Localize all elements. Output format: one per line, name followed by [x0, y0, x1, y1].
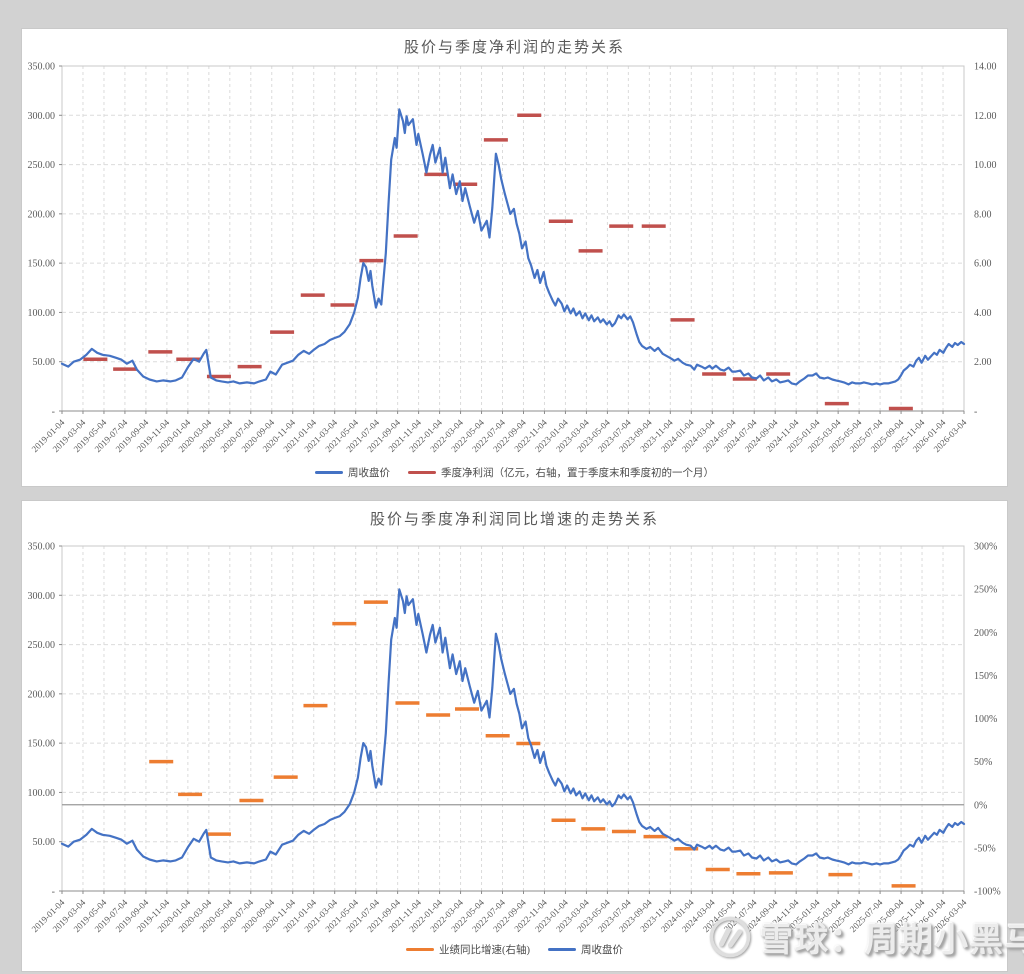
- y-tick-label-right: 10.00: [974, 160, 997, 171]
- y-tick-label-right: 100%: [974, 714, 997, 725]
- y-tick-label-right: 8.00: [974, 209, 992, 220]
- y-tick-label-right: 4.00: [974, 308, 992, 319]
- y-tick-label-right: 0%: [974, 800, 987, 811]
- price-profit-chart: 350.00 300.00 250.00 200.00 150.00 100.00 50.0…: [28, 62, 997, 455]
- y-tick-label-right: 12.00: [974, 111, 997, 122]
- y-tick-label-left: 300.00: [28, 591, 56, 602]
- y-tick-label-left: 100.00: [28, 788, 56, 799]
- y-tick-label-right: -: [974, 407, 977, 418]
- y-tick-label-right: 250%: [974, 585, 997, 596]
- y-tick-label-left: 250.00: [28, 160, 56, 171]
- y-tick-label-right: 150%: [974, 671, 997, 682]
- legend-item-price: 周收盘价: [548, 942, 623, 957]
- watermark-text: 雪球：周期小黑马: [760, 921, 1024, 958]
- legend: 周收盘价 季度净利润（亿元，右轴，置于季度末和季度初的一个月）: [22, 465, 1007, 480]
- y-tick-label-left: 50.00: [33, 357, 56, 368]
- legend-item-price: 周收盘价: [315, 465, 390, 480]
- legend: 业绩同比增速(右轴) 周收盘价: [22, 942, 1007, 957]
- y-tick-label-right: 300%: [974, 542, 997, 553]
- profit-line-swatch-icon: [408, 471, 436, 474]
- y-tick-label-left: 300.00: [28, 111, 56, 122]
- y-tick-label-left: 150.00: [28, 259, 56, 270]
- legend-label: 周收盘价: [581, 945, 623, 956]
- y-tick-label-left: 200.00: [28, 209, 56, 220]
- y-tick-label-right: -50%: [974, 843, 996, 854]
- bottom-chart-panel: 股价与季度净利润同比增速的走势关系 350.00 300.00 250.00 200.…: [21, 500, 1024, 972]
- xueqiu-snowball-logo-icon: [709, 916, 751, 958]
- price-line-swatch-icon: [548, 948, 576, 951]
- y-tick-label-left: 250.00: [28, 640, 56, 651]
- price-line: [60, 108, 966, 386]
- y-tick-label-left: 350.00: [28, 62, 56, 73]
- y-tick-label-right: 14.00: [974, 62, 997, 73]
- plot-border: [61, 545, 965, 892]
- y-tick-label-left: 150.00: [28, 739, 56, 750]
- top-chart-panel: 股价与季度净利润的走势关系 350.00 300.00 250.00 200.00 15…: [21, 28, 1008, 487]
- y-tick-label-left: 200.00: [28, 689, 56, 700]
- y-tick-label-left: 50.00: [33, 837, 56, 848]
- legend-label: 季度净利润（亿元，右轴，置于季度末和季度初的一个月）: [441, 468, 714, 479]
- price-line-swatch-icon: [315, 471, 343, 474]
- price-line: [60, 588, 966, 866]
- y-tick-label-right: 200%: [974, 628, 997, 639]
- y-tick-label-right: -100%: [974, 887, 1001, 898]
- page-title: 股价与季度净利润同比增速的走势关系: [369, 512, 659, 528]
- y-tick-label-left: -: [52, 407, 55, 418]
- legend-label: 周收盘价: [348, 468, 390, 479]
- y-tick-label-left: 100.00: [28, 308, 56, 319]
- y-tick-label-right: 6.00: [974, 259, 992, 270]
- y-tick-label-right: 2.00: [974, 357, 992, 368]
- growth-line-swatch-icon: [406, 948, 434, 951]
- legend-item-profit: 季度净利润（亿元，右轴，置于季度末和季度初的一个月）: [408, 465, 714, 480]
- legend-item-growth: 业绩同比增速(右轴): [406, 942, 530, 957]
- page-title: 股价与季度净利润的走势关系: [403, 40, 625, 56]
- y-tick-label-right: 50%: [974, 757, 992, 768]
- price-growth-chart: 350.00 300.00 250.00 200.00 150.00 100.00 50.0…: [28, 542, 1001, 935]
- y-tick-label-left: -: [52, 887, 55, 898]
- y-tick-label-left: 350.00: [28, 542, 56, 553]
- legend-label: 业绩同比增速(右轴): [439, 945, 530, 956]
- watermark: 雪球：周期小黑马: [708, 913, 1024, 961]
